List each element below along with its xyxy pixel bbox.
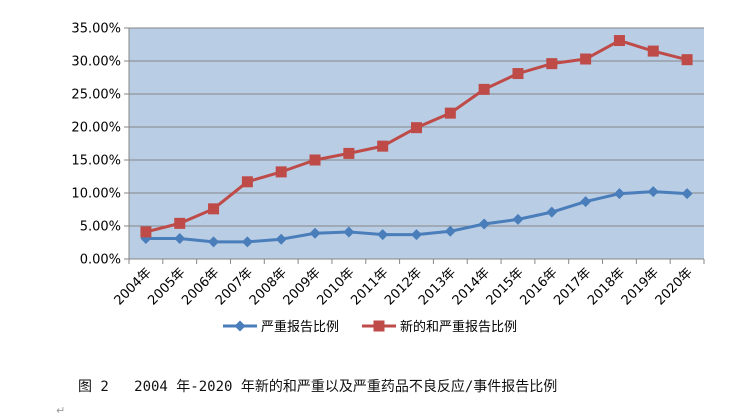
y-tick-label: 5.00%: [80, 220, 121, 235]
x-tick-label: 2020年: [653, 265, 696, 308]
y-tick-label: 30.00%: [71, 55, 121, 70]
legend-marker: [373, 320, 385, 332]
data-point: [580, 196, 592, 208]
axes: [128, 28, 704, 260]
data-point: [444, 225, 456, 237]
data-point: [343, 226, 355, 238]
data-point: [275, 233, 287, 245]
data-point: [580, 53, 592, 65]
data-point: [377, 140, 389, 152]
data-point: [174, 217, 186, 229]
data-point: [681, 188, 693, 200]
series-1: [140, 186, 693, 248]
data-point: [140, 226, 152, 238]
data-point: [444, 107, 456, 119]
y-tick-label: 0.00%: [80, 253, 121, 268]
data-point: [343, 147, 355, 159]
plot-area: [129, 28, 704, 259]
y-tick-label: 25.00%: [71, 88, 121, 103]
figure-caption: 图 2 2004 年-2020 年新的和严重以及严重药品不良反应/事件报告比例: [78, 379, 558, 395]
y-axis-ticks: 0.00% 5.00% 10.00% 15.00% 20.00% 25.00% 30.00%…: [71, 22, 129, 268]
data-point: [275, 166, 287, 178]
data-point: [241, 236, 253, 248]
legend-marker: [234, 320, 246, 332]
series-2: [140, 35, 693, 238]
data-point: [681, 54, 693, 66]
data-point: [647, 45, 659, 57]
data-point: [546, 206, 558, 218]
data-point: [478, 218, 490, 230]
data-point: [208, 236, 220, 248]
gridlines: [129, 27, 704, 227]
data-point: [411, 229, 422, 241]
y-tick-label: 20.00%: [71, 121, 121, 136]
y-tick-label: 15.00%: [71, 154, 121, 169]
data-point: [546, 58, 558, 70]
data-point: [647, 186, 659, 198]
data-point: [377, 229, 389, 241]
legend-label: 严重报告比例: [261, 319, 339, 335]
data-point: [512, 213, 524, 225]
data-point: [309, 227, 321, 239]
legend-label: 新的和严重报告比例: [400, 319, 517, 335]
data-point: [512, 68, 524, 80]
data-point: [241, 176, 253, 188]
series: [140, 35, 693, 248]
data-point: [174, 233, 186, 245]
data-point: [411, 122, 422, 134]
data-point: [613, 188, 625, 200]
data-point: [478, 83, 490, 95]
data-point: [208, 203, 220, 215]
x-axis-ticks: 2004年2005年2006年2007年2008年2009年2010年2011年…: [112, 259, 705, 308]
y-tick-label: 35.00%: [71, 22, 121, 37]
data-point: [613, 35, 625, 47]
paragraph-mark: ↵: [56, 404, 66, 417]
y-tick-label: 10.00%: [71, 187, 121, 202]
legend: 严重报告比例 新的和严重报告比例: [223, 319, 517, 335]
data-point: [309, 154, 321, 166]
